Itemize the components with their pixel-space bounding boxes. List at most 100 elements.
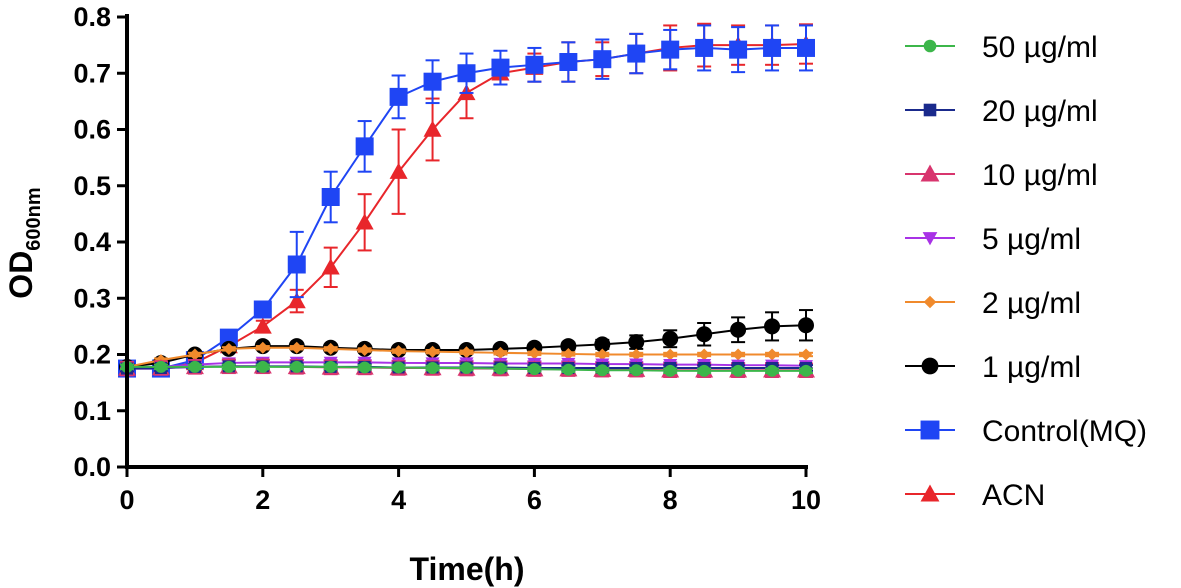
data-point-diamond: [460, 346, 473, 359]
data-point-square: [457, 64, 476, 83]
y-tick-label: 0.3: [73, 283, 111, 313]
data-point-diamond: [630, 348, 643, 361]
legend: 50 µg/ml 20 µg/ml 10 µg/ml 5 µg/ml 2 µg/ml 1 …: [905, 31, 1147, 512]
data-point-triangle: [920, 164, 940, 182]
data-point-circle: [560, 338, 577, 355]
data-point-square: [627, 44, 646, 63]
data-point-circle: [324, 360, 337, 373]
y-tick-label: 0.6: [73, 115, 111, 145]
data-point-diamond: [256, 341, 269, 354]
data-point-circle: [662, 330, 679, 347]
data-point-triangle: [253, 317, 272, 334]
data-point-square: [920, 420, 940, 440]
data-point-diamond: [290, 341, 303, 354]
data-point-square: [763, 38, 782, 57]
data-point-circle: [188, 360, 201, 373]
series-control-mq-: [118, 24, 815, 378]
data-point-circle: [596, 364, 609, 377]
data-point-diamond: [358, 344, 371, 356]
data-point-square: [559, 53, 578, 71]
data-point-square: [219, 328, 238, 347]
legend-label: 20 µg/ml: [982, 95, 1098, 128]
legend-entry: 1 µg/ml: [905, 351, 1081, 384]
data-point-diamond: [698, 348, 711, 361]
data-point-square: [491, 58, 510, 77]
data-point-square: [797, 38, 815, 57]
x-tick-label: 2: [255, 485, 270, 515]
legend-entry: ACN: [905, 479, 1045, 512]
legend-label: 5 µg/ml: [982, 223, 1081, 256]
data-point-circle: [154, 360, 167, 373]
data-point-circle: [594, 336, 611, 353]
x-tick-label: 8: [663, 485, 678, 515]
data-point-circle: [732, 364, 745, 377]
legend-entry: 2 µg/ml: [905, 287, 1081, 320]
data-point-circle: [358, 361, 371, 374]
data-point-triangle: [389, 162, 408, 179]
legend-entry: 20 µg/ml: [905, 95, 1098, 128]
data-point-diamond: [426, 345, 439, 358]
y-tick-label: 0.2: [73, 340, 111, 370]
data-point-triangle: [355, 213, 374, 230]
y-axis-title: OD600nm: [3, 187, 45, 298]
data-point-circle: [921, 357, 939, 375]
data-point-square: [729, 40, 748, 59]
data-point-square: [389, 87, 408, 106]
y-tick-label: 0.1: [73, 396, 111, 426]
x-tick-label: 0: [119, 485, 134, 515]
data-point-diamond: [732, 348, 745, 361]
legend-label: 50 µg/ml: [982, 31, 1098, 64]
data-point-square: [661, 40, 680, 59]
data-point-square: [287, 255, 306, 274]
series-50-g-ml: [120, 360, 813, 377]
data-point-diamond: [766, 348, 779, 361]
data-point-square: [593, 50, 612, 69]
data-point-diamond: [494, 346, 507, 359]
data-point-circle: [290, 360, 303, 373]
data-point-diamond: [596, 348, 609, 361]
data-point-diamond: [324, 342, 337, 355]
data-point-triangle: [287, 292, 306, 309]
y-tick-label: 0.5: [73, 171, 111, 201]
axes-layer: 0.0 0.1 0.2 0.3 0.4 0.5 0.6 0.7 0.8 0 2 4 6 8 10: [73, 2, 821, 515]
x-tick-label: 4: [391, 485, 406, 515]
data-point-triangle-down: [922, 232, 938, 246]
data-point-circle: [494, 362, 507, 375]
data-point-circle: [628, 334, 645, 351]
data-point-triangle: [423, 120, 442, 137]
data-point-circle: [256, 360, 269, 373]
data-point-diamond: [392, 345, 405, 358]
data-point-diamond: [188, 348, 201, 361]
data-point-diamond: [222, 342, 235, 355]
y-axis-title-subscript: 600nm: [23, 187, 45, 250]
data-point-circle: [528, 363, 541, 376]
data-point-square: [355, 137, 374, 156]
y-tick-label: 0.8: [73, 2, 111, 32]
data-point-circle: [698, 364, 711, 377]
data-point-circle: [764, 318, 781, 335]
legend-label: 2 µg/ml: [982, 287, 1081, 320]
data-point-diamond: [562, 347, 575, 360]
data-point-circle: [562, 363, 575, 376]
data-point-triangle: [920, 484, 940, 502]
data-point-circle: [923, 39, 937, 53]
data-point-triangle: [321, 258, 340, 275]
data-point-diamond: [664, 348, 677, 361]
data-point-diamond: [923, 295, 937, 309]
data-point-square: [423, 72, 442, 91]
legend-label: Control(MQ): [982, 415, 1147, 448]
data-point-diamond: [528, 347, 541, 360]
data-point-circle: [798, 317, 814, 334]
legend-entry: 10 µg/ml: [905, 159, 1098, 192]
data-point-square: [923, 103, 937, 117]
data-point-circle: [800, 364, 812, 377]
y-tick-label: 0.7: [73, 58, 111, 88]
data-point-circle: [222, 360, 235, 373]
data-point-circle: [664, 364, 677, 377]
series-2-g-ml: [120, 341, 813, 373]
legend-entry: 50 µg/ml: [905, 31, 1098, 64]
legend-label: 1 µg/ml: [982, 351, 1081, 384]
x-axis-title: Time(h): [410, 551, 525, 587]
data-point-diamond: [800, 348, 812, 361]
